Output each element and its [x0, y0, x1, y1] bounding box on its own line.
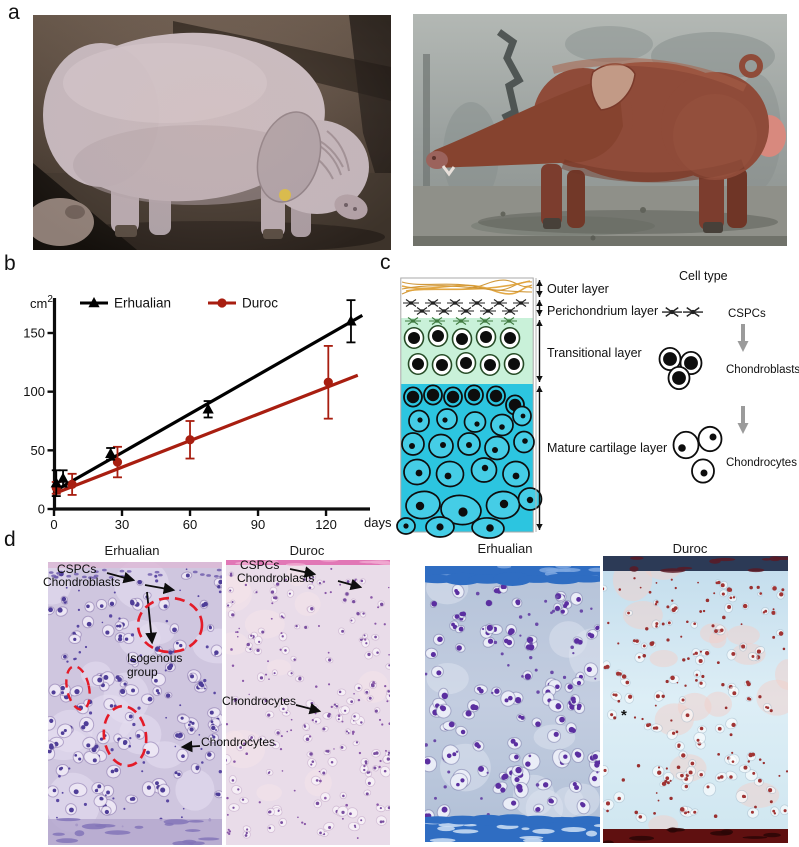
outer-layer-label: Outer layer [547, 282, 609, 296]
chondroblasts-annotation-duroc: Chondroblasts [237, 571, 315, 585]
isogenous-group-circle [136, 596, 204, 654]
he-section-duroc [226, 560, 390, 845]
cartilage-layer-diagram: Outer layer Perichondrium layer Transiti… [396, 269, 799, 539]
svg-text:120: 120 [315, 517, 337, 532]
he-duroc-title: Duroc [289, 543, 325, 558]
perichondrium-layer-label: Perichondrium layer [547, 304, 658, 318]
cspcs-annotation-erhualian: CSPCs [57, 562, 97, 576]
photo-duroc-pig [413, 14, 787, 246]
chondroblasts-annotation-erhualian: Chondroblasts [43, 575, 121, 589]
chondrocytes-arrow-duroc [295, 702, 322, 715]
he-erhualian-title: Erhualian [104, 543, 160, 558]
chondroblasts-label: Chondroblasts [726, 364, 799, 376]
stain-erhualian-title: Erhualian [477, 541, 533, 556]
cspcs-annotation-duroc: CSPCs [240, 558, 280, 572]
panel-label-d: d [4, 528, 16, 551]
tusk [441, 165, 456, 177]
svg-text:Erhualian: Erhualian [114, 296, 171, 311]
chondroblasts-arrow-erhualian [144, 582, 176, 595]
asterisk-marker: * [621, 707, 627, 724]
pig-head [427, 76, 623, 168]
svg-text:days: days [364, 515, 392, 530]
svg-text:150: 150 [23, 326, 45, 341]
chondrocytes-annotation-erhualian: Chondrocytes [201, 735, 276, 749]
chondrocytes-arrow-erhualian [180, 740, 201, 753]
snout [426, 151, 448, 169]
stained-section-erhualian [425, 566, 600, 842]
chondroblasts-arrow-duroc [337, 578, 363, 591]
panel-label-a: a [8, 1, 20, 24]
svg-text:60: 60 [183, 517, 197, 532]
isogenous-group-annotation: Isogenous group [127, 651, 183, 680]
panel-label-b: b [4, 252, 16, 275]
svg-text:100: 100 [23, 384, 45, 399]
svg-text:0: 0 [38, 502, 45, 517]
transitional-layer-label: Transitional layer [547, 346, 642, 360]
isogenous-group-arrow [145, 591, 157, 645]
chondrocytes-annotation-duroc: Chondrocytes [222, 694, 297, 708]
stained-section-duroc [603, 556, 788, 843]
mature-cartilage-layer-label: Mature cartilage layer [547, 441, 667, 455]
svg-text:Duroc: Duroc [242, 296, 278, 311]
cell-type-header: Cell type [679, 269, 728, 283]
svg-text:50: 50 [31, 443, 45, 458]
photo-erhualian-pig [33, 15, 391, 250]
cspcs-arrow-erhualian [106, 571, 136, 584]
chondrocytes-label: Chondrocytes [726, 457, 797, 469]
svg-text:30: 30 [115, 517, 129, 532]
growth-chart: 0 30 60 90 120 0 50 100 150 cm2 days Erhualian Duroc [23, 294, 392, 532]
cell-cluster-circle-2 [102, 704, 148, 768]
cspcs-label: CSPCs [728, 308, 766, 320]
svg-text:cm2: cm2 [30, 294, 53, 311]
stain-duroc-title: Duroc [672, 541, 708, 556]
svg-text:90: 90 [251, 517, 265, 532]
histology-annotation-overlay [65, 566, 363, 768]
cspcs-arrow-duroc [289, 566, 317, 578]
panel-label-c: c [380, 251, 391, 274]
wall-stain [496, 29, 524, 122]
cell-cluster-circle-1 [65, 665, 91, 711]
curly-tail [739, 54, 763, 78]
svg-text:0: 0 [50, 517, 57, 532]
